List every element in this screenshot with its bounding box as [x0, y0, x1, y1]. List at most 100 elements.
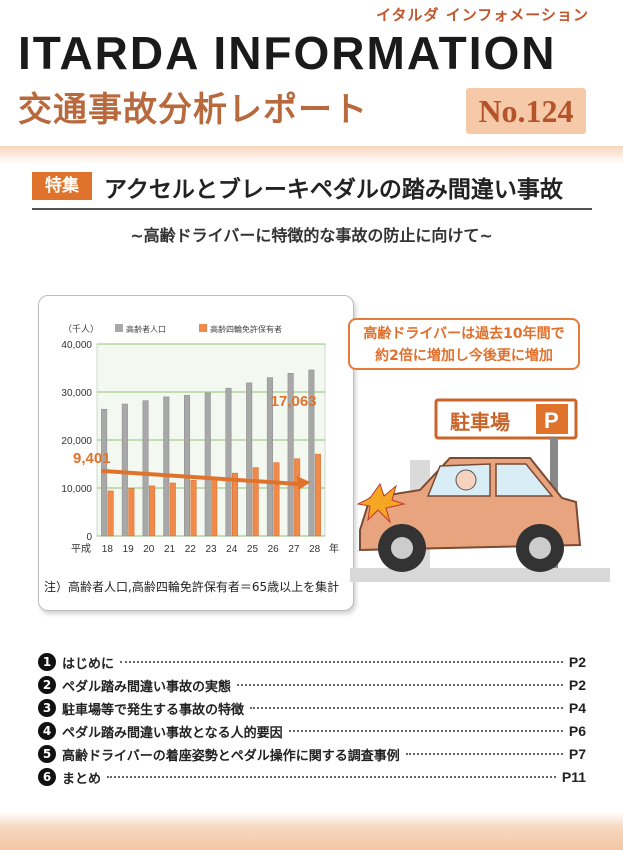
bar-elderly-license-holders [128, 488, 135, 537]
y-tick-label: 20,000 [61, 436, 92, 447]
bar-elderly-license-holders [273, 462, 280, 537]
toc-dots [288, 730, 563, 732]
toc-page: P11 [561, 769, 586, 785]
toc-label: 駐車場等で発生する事故の特徴 [62, 702, 245, 718]
bar-elderly-population [184, 395, 191, 537]
toc-number-icon: 4 [38, 722, 56, 740]
toc-number-icon: 2 [38, 676, 56, 694]
toc-label: はじめに [62, 656, 115, 672]
bar-elderly-population [246, 382, 253, 537]
bar-elderly-license-holders [294, 458, 301, 537]
annotation-start-value: 9,401 [73, 450, 111, 467]
y-tick-label: 40,000 [61, 340, 92, 351]
callout-line-2: 約2倍に増加し今後更に増加 [375, 348, 553, 364]
toc-item[interactable]: 2 ペダル踏み間違い事故の実態 P2 [38, 675, 586, 695]
bar-elderly-population [225, 387, 232, 537]
kana-title: イタルダ インフォメーション [376, 6, 589, 24]
bar-elderly-population [121, 403, 128, 537]
toc-dots [250, 707, 563, 709]
parking-sign-label: 駐車場 [450, 410, 510, 434]
toc-number-icon: 3 [38, 699, 56, 717]
bar-elderly-license-holders [190, 480, 197, 537]
x-tick-label: 22 [185, 544, 197, 555]
feature-subtitle: ~高齢ドライバーに特徴的な事故の防止に向けて~ [130, 226, 493, 245]
toc-item[interactable]: 6 まとめ P11 [38, 767, 586, 787]
callout-box: 高齢ドライバーは過去10年間で 約2倍に増加し今後更に増加 [348, 318, 580, 370]
toc-item[interactable]: 1 はじめに P2 [38, 652, 586, 672]
toc-page: P7 [568, 746, 586, 762]
header-band [0, 146, 623, 164]
bar-elderly-population [204, 392, 211, 537]
bar-elderly-population [287, 373, 294, 537]
impact-burst [356, 482, 406, 524]
x-tick-label: 23 [205, 544, 217, 555]
annotation-end-value: 17,063 [271, 393, 317, 410]
x-tick-label: 24 [226, 544, 238, 555]
feature-title: アクセルとブレーキペダルの踏み間違い事故 [104, 177, 563, 203]
bar-elderly-license-holders [107, 490, 114, 537]
bar-elderly-license-holders [211, 477, 218, 537]
legend-label: 高齢者人口 [126, 324, 166, 334]
x-tick-label: 26 [268, 544, 280, 555]
car-crash-illustration: 駐車場 P [350, 398, 610, 582]
toc-item[interactable]: 4 ペダル踏み間違い事故となる人的要因 P6 [38, 721, 586, 741]
toc-page: P4 [568, 700, 586, 716]
title-divider [32, 208, 592, 210]
toc-item[interactable]: 5 高齢ドライバーの着座姿勢とペダル操作に関する調査事例 P7 [38, 744, 586, 764]
chart-note: 注）高齢者人口,高齢四輪免許保有者＝65歳以上を集計 [44, 580, 340, 594]
bar-elderly-population [142, 400, 149, 537]
report-subtitle: 交通事故分析レポート [18, 90, 368, 130]
table-of-contents: 1 はじめに P2 2 ペダル踏み間違い事故の実態 P2 3 駐車場等で発生する事故の特徴 P4… [38, 652, 586, 790]
toc-dots [237, 684, 563, 686]
x-tick-label: 21 [164, 544, 176, 555]
toc-page: P2 [568, 677, 586, 693]
bar-elderly-license-holders [231, 472, 238, 537]
main-title: ITARDA INFORMATION [18, 27, 557, 79]
toc-dots [120, 661, 563, 663]
car-icon [359, 457, 582, 572]
toc-page: P2 [568, 654, 586, 670]
toc-label: まとめ [62, 771, 102, 787]
x-tick-label: 19 [123, 544, 135, 555]
trend-arrow-head [296, 476, 311, 491]
x-suffix-label: 年 [329, 542, 339, 555]
toc-label: ペダル踏み間違い事故となる人的要因 [62, 725, 283, 741]
toc-label: ペダル踏み間違い事故の実態 [62, 679, 232, 695]
y-tick-label: 0 [86, 532, 92, 543]
x-tick-label: 25 [247, 544, 259, 555]
x-tick-label: 18 [102, 544, 114, 555]
bar-elderly-license-holders [169, 482, 176, 537]
feature-tag: 特集 [32, 172, 92, 200]
footer-band [0, 812, 623, 850]
bar-chart: 40,000 30,000 20,000 10,000 0 （千人） 高齢者人口 高齢四輪免許… [61, 324, 339, 555]
bar-elderly-population [266, 377, 273, 537]
y-tick-label: 10,000 [61, 484, 92, 495]
legend-swatch [199, 324, 207, 332]
toc-number-icon: 5 [38, 745, 56, 763]
bar-elderly-population [308, 369, 315, 537]
bar-elderly-population [163, 396, 170, 537]
y-tick-label: 30,000 [61, 388, 92, 399]
x-tick-label: 20 [143, 544, 155, 555]
parking-p-letter: P [544, 408, 559, 433]
x-tick-label: 27 [288, 544, 300, 555]
toc-page: P6 [568, 723, 586, 739]
issue-badge: No.124 [466, 88, 586, 134]
x-prefix-label: 平成 [71, 543, 91, 555]
toc-dots [405, 753, 563, 755]
ground [350, 568, 610, 582]
chart-panel: 40,000 30,000 20,000 10,000 0 （千人） 高齢者人口 高齢四輪免許… [38, 295, 354, 611]
toc-number-icon: 1 [38, 653, 56, 671]
callout-line-1: 高齢ドライバーは過去10年間で [363, 326, 565, 342]
toc-label: 高齢ドライバーの着座姿勢とペダル操作に関する調査事例 [62, 748, 400, 764]
y-unit-label: （千人） [63, 324, 99, 335]
bar-elderly-license-holders [149, 485, 156, 537]
toc-number-icon: 6 [38, 768, 56, 786]
trend-arrow-line [101, 468, 301, 487]
bar-elderly-license-holders [314, 453, 321, 537]
bar-elderly-license-holders [252, 467, 259, 537]
toc-item[interactable]: 3 駐車場等で発生する事故の特徴 P4 [38, 698, 586, 718]
x-tick-label: 28 [309, 544, 321, 555]
legend-swatch [115, 324, 123, 332]
toc-dots [107, 776, 556, 778]
